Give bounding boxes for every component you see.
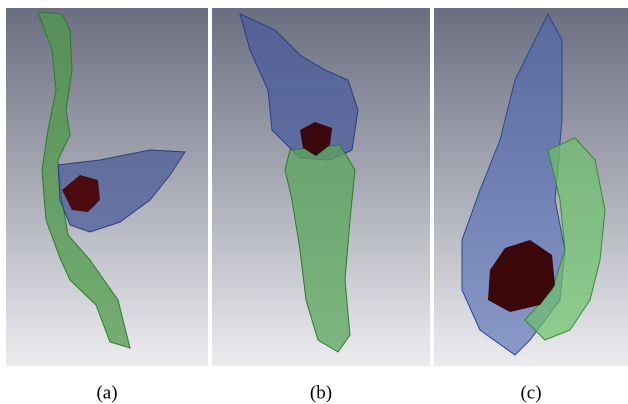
panel-c <box>434 8 628 366</box>
panel-label: (b) <box>310 382 332 403</box>
figure: (a) (b) (c) <box>0 0 628 404</box>
panel-a <box>6 8 208 366</box>
panel-label: (c) <box>520 382 541 403</box>
panel-label: (a) <box>96 382 117 403</box>
panel-b <box>212 8 430 366</box>
